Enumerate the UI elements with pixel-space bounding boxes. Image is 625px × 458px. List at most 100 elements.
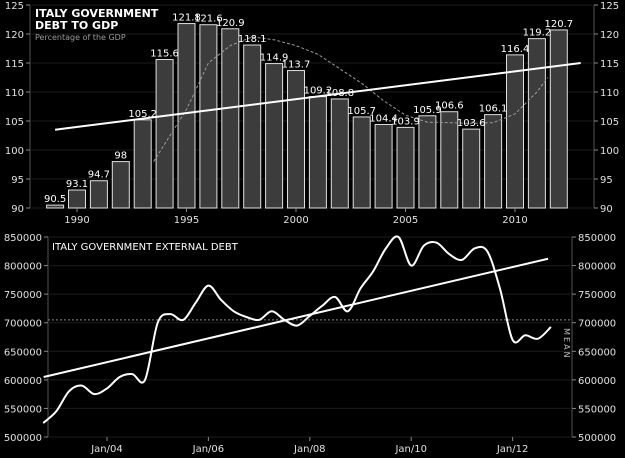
gdp-y-tick-label-right: 115: [600, 59, 619, 70]
gdp-y-tick-label-right: 95: [600, 175, 613, 186]
gdp-bar: [111, 161, 130, 209]
external-debt-data-point: [537, 337, 539, 340]
external-debt-data-point: [42, 421, 45, 424]
debt-to-gdp-title-line-1: ITALY GOVERNMENT: [35, 7, 159, 20]
gdp-bar: [440, 111, 459, 209]
external-debt-data-point: [435, 241, 438, 244]
gdp-bar: [199, 24, 218, 209]
gdp-bar-value-label: 105.9: [413, 105, 442, 116]
gdp-bar: [265, 63, 284, 209]
gdp-bar-value-label: 106.6: [435, 101, 464, 112]
external-debt-y-tick-label-right: 750000: [578, 290, 616, 301]
external-debt-x-tick-label: Jan/10: [394, 444, 427, 455]
external-debt-data-point: [131, 373, 134, 375]
gdp-y-tick-label-left: 105: [5, 117, 24, 128]
gdp-bar-value-label: 103.9: [391, 116, 420, 127]
gdp-bar-value-label: 121.8: [172, 13, 201, 24]
external-debt-data-point: [68, 390, 70, 393]
gdp-x-tick-label: 2005: [393, 215, 418, 226]
external-debt-data-point: [296, 324, 298, 327]
external-debt-data-point: [321, 304, 324, 307]
gdp-y-tick-label-left: 100: [5, 146, 24, 157]
gdp-bar-value-label: 121.6: [194, 14, 223, 25]
external-debt-y-tick-label-right: 650000: [578, 347, 616, 358]
gdp-bar-value-label: 106.1: [479, 104, 508, 115]
external-debt-data-point: [486, 250, 489, 253]
external-debt-data-point: [461, 259, 463, 261]
gdp-bar: [527, 38, 546, 209]
gdp-bar-value-label: 120.9: [216, 18, 245, 29]
gdp-bar-value-label: 119.2: [523, 28, 552, 39]
external-debt-y-tick-label-right: 700000: [578, 319, 616, 330]
gdp-bar-value-label: 105.7: [347, 106, 376, 117]
gdp-x-tick-label: 1990: [64, 215, 89, 226]
external-debt-data-point: [207, 284, 210, 287]
debt-to-gdp-title-line-2: DEBT TO GDP: [35, 19, 118, 32]
external-debt-data-point: [283, 319, 286, 321]
gdp-bar: [89, 180, 108, 209]
gdp-bar-value-label: 103.6: [457, 118, 486, 129]
gdp-bar: [308, 96, 327, 209]
external-debt-data-point: [423, 244, 425, 247]
gdp-bar-value-label: 105.2: [128, 109, 157, 120]
external-debt-data-point: [410, 264, 413, 267]
external-debt-y-tick-label-left: 750000: [4, 290, 42, 301]
external-debt-data-point: [194, 301, 197, 304]
gdp-x-tick-label: 1995: [174, 215, 199, 226]
external-debt-data-point: [144, 379, 146, 381]
gdp-bar: [506, 54, 524, 209]
external-debt-data-point: [385, 247, 387, 250]
external-debt-y-tick-label-left: 600000: [4, 376, 42, 387]
gdp-bar: [484, 114, 503, 209]
gdp-y-tick-label-left: 90: [11, 204, 24, 215]
gdp-y-tick-label-right: 125: [600, 1, 619, 12]
gdp-y-tick-label-right: 120: [600, 30, 619, 41]
external-debt-data-point: [55, 410, 58, 413]
external-debt-data-point: [549, 326, 552, 329]
external-debt-y-tick-label-left: 500000: [4, 433, 42, 444]
external-debt-y-tick-label-right: 600000: [578, 376, 616, 387]
gdp-x-tick-label: 2000: [283, 215, 308, 226]
external-debt-mean-label: MEAN: [562, 328, 571, 359]
gdp-bar: [46, 204, 65, 209]
gdp-bar: [221, 28, 240, 209]
gdp-bar: [330, 98, 349, 209]
external-debt-data-point: [118, 376, 121, 378]
gdp-x-tick-label: 2010: [502, 215, 527, 226]
external-debt-y-tick-label-right: 800000: [578, 262, 616, 273]
external-debt-y-tick-label-left: 550000: [4, 404, 42, 415]
external-debt-data-point: [372, 270, 374, 273]
gdp-bar-value-label: 104.4: [369, 113, 398, 124]
external-debt-series-line: [42, 235, 552, 424]
gdp-bar: [287, 70, 305, 209]
external-debt-chart: MEAN 500000 500000 550000 550000 600000 60000…: [4, 233, 616, 455]
external-debt-data-point: [473, 247, 476, 250]
gdp-y-tick-label-left: 110: [5, 88, 24, 99]
gdp-bar: [155, 59, 174, 209]
gdp-bar-value-label: 114.9: [260, 53, 289, 64]
gdp-y-tick-label-right: 110: [600, 88, 619, 99]
external-debt-y-tick-label-left: 650000: [4, 347, 42, 358]
gdp-y-tick-label-right: 100: [600, 146, 619, 157]
external-debt-data-point: [220, 299, 222, 301]
external-debt-title: ITALY GOVERNMENT EXTERNAL DEBT: [52, 242, 239, 253]
external-debt-x-tick-label: Jan/08: [293, 444, 326, 455]
external-debt-data-point: [93, 393, 96, 395]
external-debt-x-tick-label: Jan/04: [90, 444, 123, 455]
external-debt-data-point: [258, 319, 260, 321]
gdp-bar: [549, 29, 568, 209]
gdp-bar: [462, 128, 481, 209]
gdp-bar: [177, 23, 196, 209]
gdp-trend-line: [54, 62, 581, 131]
external-debt-y-tick-label-left: 850000: [4, 233, 42, 244]
gdp-bar-value-label: 115.6: [150, 49, 179, 60]
gdp-y-tick-label-left: 95: [11, 175, 24, 186]
gdp-y-tick-label-right: 105: [600, 117, 619, 128]
external-debt-data-point: [245, 316, 248, 318]
gdp-bar-value-label: 109.2: [304, 86, 333, 97]
external-debt-data-point: [169, 313, 172, 315]
external-debt-data-point: [156, 321, 159, 324]
gdp-bar-value-label: 108.8: [325, 88, 354, 99]
external-debt-trend-line: [43, 257, 549, 378]
